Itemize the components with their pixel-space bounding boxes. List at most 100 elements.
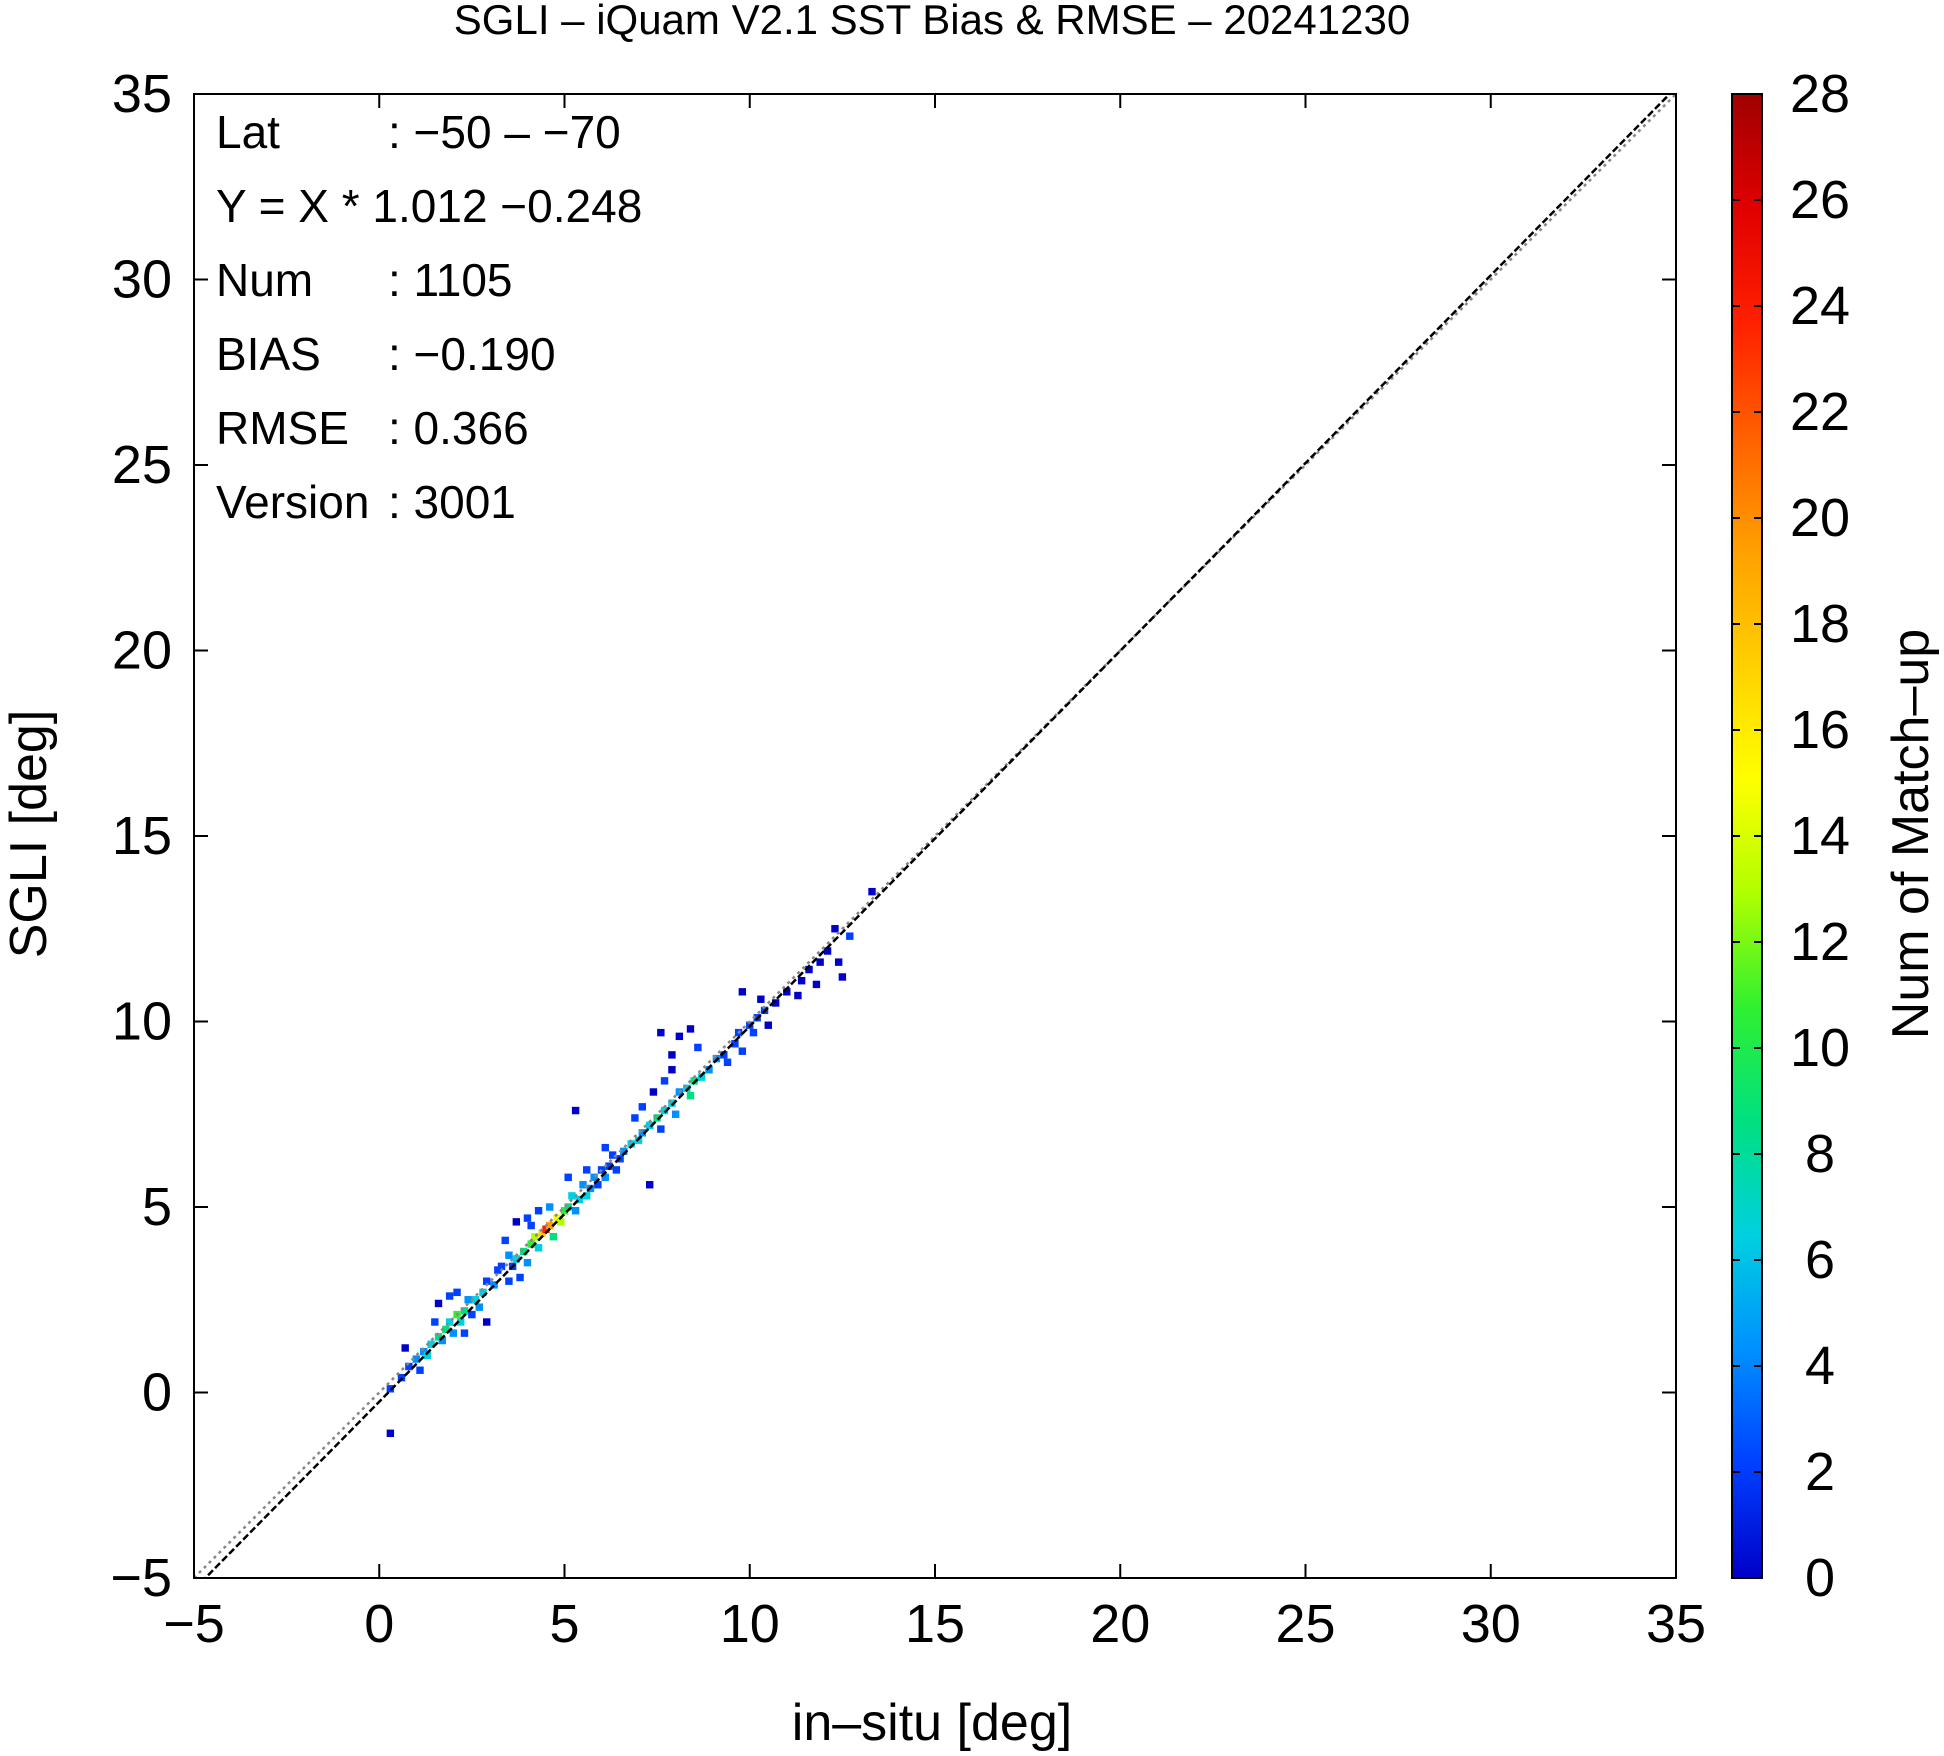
x-tick-label: 30 [1461,1594,1521,1654]
x-tick-label: 20 [1090,1594,1150,1654]
stat-value: : 3001 [388,476,516,528]
heatmap-cell [683,1084,691,1092]
heatmap-cell [783,988,791,996]
heatmap-cell [757,995,765,1003]
x-tick-label: 35 [1646,1594,1706,1654]
heatmap-cell [668,1099,676,1107]
colorbar-tick-label: 2 [1805,1442,1835,1502]
y-tick-label: 20 [112,621,172,681]
heatmap-cell [657,1028,665,1037]
heatmap-cell [646,1181,654,1189]
y-tick-label: 0 [142,1363,172,1423]
heatmap-cell [697,1073,706,1081]
heatmap-cell [649,1088,658,1096]
heatmap-cell [723,1058,732,1067]
heatmap-cell [434,1299,443,1308]
heatmap-cell [671,1110,680,1118]
colorbar-tick-label: 10 [1790,1018,1850,1078]
heatmap-cell [545,1203,554,1211]
heatmap-cell [660,1077,669,1085]
heatmap-cell [457,1318,465,1326]
stats-box: Lat: −50 – −70 Y = X * 1.012 −0.248 Num: 1… [216,106,642,528]
y-tick-label: 15 [112,806,172,866]
heatmap-cell [497,1262,506,1271]
heatmap-cell [631,1114,639,1122]
heatmap-cell [590,1173,598,1182]
heatmap-cell [694,1043,702,1052]
y-tick-label: −5 [110,1548,172,1608]
heatmap-cell [553,1214,561,1222]
heatmap-cell [442,1325,450,1334]
y-axis-label: SGLI [deg] [0,710,58,959]
heatmap-cell [423,1351,432,1360]
heatmap-cell [686,1025,695,1033]
heatmap-cell [657,1125,665,1133]
y-tick-label: 10 [112,992,172,1052]
heatmap-cell [797,976,806,985]
colorbar-tick-label: 26 [1790,170,1850,230]
heatmap-cell [823,947,832,955]
y-axis: −5 0 5 10 15 20 25 30 35 [110,64,1676,1608]
heatmap-cell [545,1221,554,1230]
heatmap-cell [812,980,821,989]
heatmap-cell [453,1288,461,1297]
colorbar-tick-label: 22 [1790,382,1850,442]
heatmap-cell [583,1192,591,1200]
colorbar-tick-label: 20 [1790,488,1850,548]
stat-label: Num [216,254,313,306]
heatmap-cell [794,991,802,1000]
heatmap-cell [386,1429,395,1438]
heatmap-cell [868,887,876,896]
heatmap-cell [612,1166,621,1174]
heatmap-cell [834,958,843,966]
heatmap-cell [594,1181,602,1189]
stat-label: BIAS [216,328,321,380]
x-tick-label: 10 [720,1594,780,1654]
heatmap-cell [431,1318,439,1326]
heatmap-cell [438,1336,446,1345]
colorbar-tick-label: 14 [1790,806,1850,866]
reference-lines [194,94,1676,1578]
stat-value: : 1105 [388,254,512,306]
heatmap-cell [686,1091,695,1100]
heatmap-cell [505,1277,513,1285]
heatmap-cell [738,1047,747,1055]
colorbar-tick-label: 12 [1790,912,1850,972]
heatmap-cell [575,1195,584,1204]
heatmap-cell [668,1066,676,1074]
heatmap-cell [831,925,839,933]
heatmap-cell [527,1240,535,1248]
stat-value: : −0.190 [388,328,556,380]
heatmap-cell [482,1318,491,1326]
stat-label: Version [216,476,369,528]
heatmap-cell [605,1162,613,1170]
heatmap-cell [445,1318,454,1326]
y-tick-label: 25 [112,435,172,495]
y-tick-label: 5 [142,1177,172,1237]
heatmap-cell [412,1355,421,1363]
heatmap-cell [738,988,747,996]
x-tick-label: 5 [549,1594,579,1654]
heatmap-cell [601,1173,609,1182]
heatmap-cell [846,932,854,940]
colorbar-tick-label: 0 [1805,1548,1835,1608]
heatmap-cell [471,1296,480,1304]
stat-label: Lat [216,106,280,158]
heatmap-cell [668,1051,676,1059]
heatmap-cell [534,1207,543,1215]
heatmap-cell [568,1192,576,1200]
heatmap-cell [660,1106,669,1115]
colorbar-label: Num of Match–up [1882,629,1940,1039]
reference-line-regression [203,94,1672,1578]
stat-value: : −50 – −70 [388,106,621,158]
heatmap-cell [571,1207,580,1215]
heatmap-cell [512,1255,521,1263]
heatmap-cell [764,1021,772,1029]
heatmap-cell [608,1151,617,1159]
heatmap-cell [520,1247,528,1256]
heatmap-cell [571,1106,580,1115]
heatmap-cell [479,1288,487,1297]
heatmap-cell [468,1310,476,1319]
